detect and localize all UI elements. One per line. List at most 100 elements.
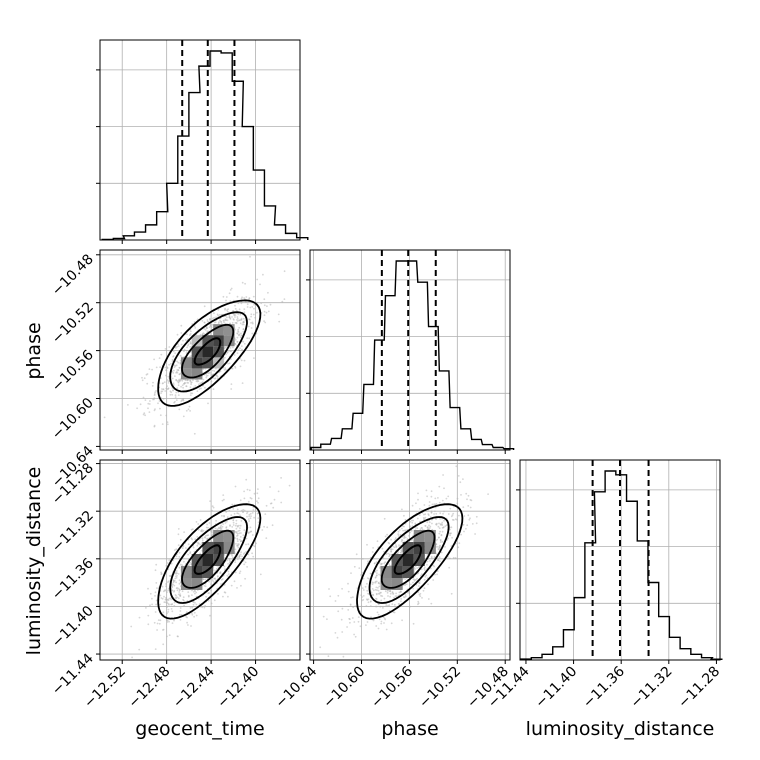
scatter-point <box>378 618 381 621</box>
scatter-point <box>375 586 378 589</box>
scatter-point <box>168 346 171 348</box>
scatter-point <box>383 617 386 620</box>
scatter-point <box>213 312 215 315</box>
scatter-point <box>278 320 281 323</box>
scatter-point <box>217 322 220 325</box>
scatter-point <box>189 334 191 336</box>
scatter-point <box>408 592 411 595</box>
scatter-point <box>179 607 182 609</box>
x-tick-label: −10.56 <box>368 663 416 711</box>
scatter-point <box>263 310 266 313</box>
scatter-point <box>433 503 436 505</box>
scatter-point <box>172 350 175 353</box>
scatter-point <box>180 563 182 566</box>
scatter-point <box>403 534 406 537</box>
scatter-point <box>234 307 237 310</box>
scatter-point <box>423 504 426 506</box>
scatter-point <box>424 513 427 516</box>
scatter-point <box>170 362 172 365</box>
scatter-point <box>164 348 167 350</box>
scatter-point <box>236 540 239 542</box>
scatter-point <box>361 571 363 574</box>
scatter-point <box>211 323 214 326</box>
scatter-point <box>236 544 239 547</box>
scatter-point <box>354 605 357 608</box>
scatter-point <box>239 336 242 339</box>
scatter-point <box>171 585 174 588</box>
scatter-point <box>371 581 374 584</box>
contour-level <box>181 323 235 379</box>
scatter-point <box>437 525 440 528</box>
scatter-point <box>244 561 247 564</box>
scatter-point <box>237 328 240 331</box>
scatter-point <box>434 497 437 500</box>
scatter-point <box>438 536 440 539</box>
scatter-point <box>380 594 382 597</box>
scatter-point <box>172 579 175 582</box>
scatter-point <box>221 499 224 502</box>
scatter-point <box>191 613 194 616</box>
scatter-point <box>400 550 403 553</box>
scatter-point <box>245 296 248 298</box>
scatter-point <box>188 563 191 566</box>
scatter-point <box>155 390 157 392</box>
scatter-point <box>241 296 244 299</box>
density-cell <box>413 542 425 554</box>
scatter-point <box>161 388 163 390</box>
scatter-point <box>225 353 227 356</box>
scatter-point <box>136 407 139 410</box>
scatter-point <box>147 587 149 590</box>
x-tick-label: −11.28 <box>675 664 723 712</box>
scatter-point <box>366 589 369 592</box>
scatter-point <box>190 528 193 531</box>
scatter-point <box>211 317 214 320</box>
scatter-point <box>397 533 400 536</box>
scatter-point <box>170 598 173 601</box>
scatter-point <box>245 301 247 304</box>
scatter-point <box>204 386 206 389</box>
scatter-point <box>178 582 181 585</box>
scatter-point <box>420 568 423 571</box>
contour-level <box>193 544 222 575</box>
scatter-point <box>138 616 141 619</box>
scatter-point <box>178 551 181 554</box>
scatter-point <box>238 555 241 558</box>
scatter-point <box>240 332 242 335</box>
scatter-point <box>266 305 268 308</box>
scatter-point <box>252 313 255 316</box>
scatter-point <box>442 474 444 476</box>
scatter-point <box>403 529 406 532</box>
scatter-point <box>141 379 144 382</box>
scatter-point <box>162 643 165 646</box>
scatter-point <box>424 524 427 527</box>
scatter-point <box>176 596 179 599</box>
scatter-point <box>253 307 255 310</box>
scatter-point <box>441 521 444 524</box>
scatter-point <box>459 481 462 484</box>
density-cell <box>180 357 192 369</box>
scatter-point <box>252 506 255 509</box>
scatter-point <box>250 313 253 316</box>
density-cell <box>213 324 224 336</box>
scatter-point <box>239 347 241 350</box>
scatter-point <box>195 591 198 594</box>
scatter-point <box>243 552 246 554</box>
scatter-point <box>235 527 238 530</box>
scatter-point <box>176 369 179 371</box>
scatter-point <box>158 622 161 625</box>
scatter-point <box>442 512 444 515</box>
scatter-point <box>259 283 261 286</box>
scatter-point <box>247 518 250 520</box>
scatter-point <box>375 625 378 627</box>
scatter-point <box>361 599 363 602</box>
scatter-point <box>176 371 179 374</box>
scatter-point <box>246 566 249 568</box>
scatter-point <box>224 307 227 310</box>
scatter-point <box>227 351 229 353</box>
scatter-point <box>158 400 161 402</box>
scatter-point <box>234 485 237 488</box>
scatter-point <box>487 493 489 495</box>
scatter-point <box>147 614 150 617</box>
scatter-point <box>144 399 147 401</box>
scatter-point <box>434 510 436 513</box>
